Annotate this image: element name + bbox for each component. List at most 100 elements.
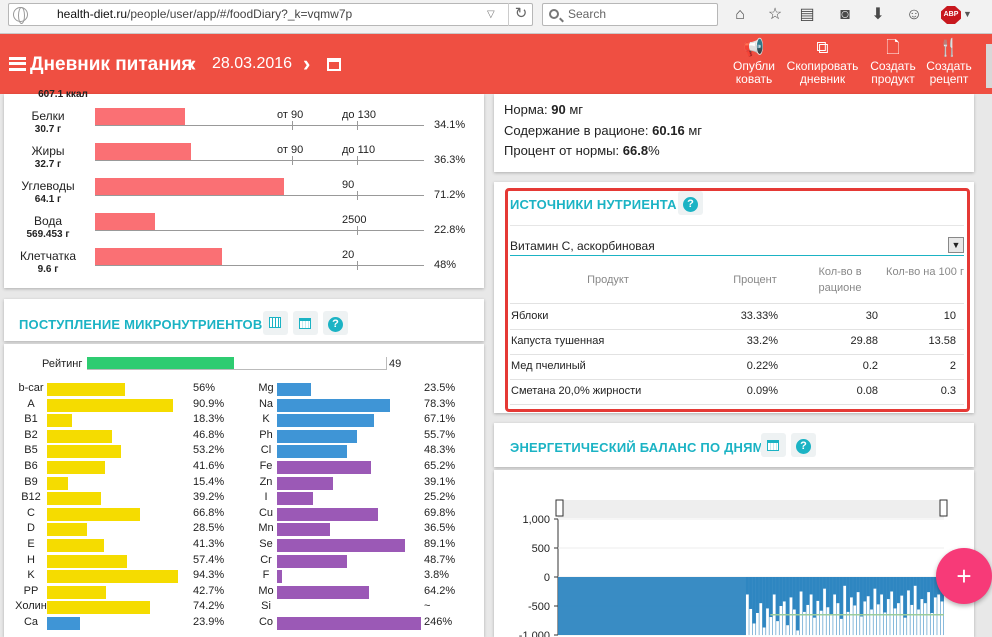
macro-label: Углеводы 64.1 г bbox=[9, 180, 87, 206]
calendar-icon bbox=[767, 440, 779, 451]
bar-gap bbox=[873, 588, 877, 637]
help-button[interactable]: ? bbox=[678, 191, 703, 215]
url-dropdown-icon[interactable]: ▽ bbox=[487, 9, 495, 20]
table-view-button[interactable] bbox=[263, 311, 288, 335]
nutrient-select-value: Витамин С, аскорбиновая bbox=[510, 239, 655, 253]
bar-gap bbox=[900, 595, 904, 637]
macro-tick bbox=[292, 121, 293, 130]
bar-gap bbox=[920, 599, 924, 637]
chevron-down-icon[interactable]: ▼ bbox=[948, 237, 964, 253]
bar-gap bbox=[853, 605, 857, 637]
vitamin-bar bbox=[47, 461, 105, 474]
address-bar[interactable]: health-diet.ru/people/user/app/#/foodDia… bbox=[8, 3, 533, 26]
bar bbox=[920, 577, 924, 600]
bookmark-star-icon[interactable]: ☆ bbox=[767, 6, 783, 23]
table-header: Продукт bbox=[587, 274, 629, 286]
nutrient-sources-panel: ИСТОЧНИКИ НУТРИЕНТА ? Витамин С, аскорби… bbox=[494, 182, 974, 413]
mineral-bar bbox=[277, 539, 405, 552]
home-icon[interactable]: ⌂ bbox=[735, 6, 745, 23]
mineral-bar bbox=[277, 445, 347, 459]
vitamin-name: b-car bbox=[18, 382, 44, 394]
mineral-bar bbox=[277, 492, 313, 506]
reading-list-icon[interactable]: ▤ bbox=[799, 6, 815, 23]
bar bbox=[776, 577, 779, 622]
bar bbox=[907, 577, 910, 591]
bar bbox=[900, 577, 903, 596]
adblock-icon[interactable]: ABP bbox=[941, 6, 961, 24]
mineral-bar bbox=[277, 570, 282, 584]
y-tick-label: 500 bbox=[532, 543, 550, 555]
smiley-icon[interactable]: ☺ bbox=[905, 6, 923, 23]
bar bbox=[866, 577, 870, 597]
menu-icon[interactable] bbox=[9, 57, 26, 71]
mineral-name: Co bbox=[258, 616, 274, 628]
help-button[interactable]: ? bbox=[791, 433, 816, 457]
bar bbox=[769, 577, 773, 618]
chevron-left-icon[interactable]: ‹ bbox=[189, 51, 197, 76]
range-handle-right[interactable] bbox=[939, 499, 948, 517]
bar-gap bbox=[913, 585, 917, 637]
search-input[interactable]: Search bbox=[542, 3, 718, 26]
adblock-dropdown-icon[interactable]: ▼ bbox=[963, 9, 972, 19]
calories-label: 607.1 ккал bbox=[38, 89, 88, 99]
url-text: health-diet.ru/people/user/app/#/foodDia… bbox=[57, 7, 353, 21]
vitamin-percent: 18.3% bbox=[193, 413, 225, 426]
bar bbox=[786, 577, 789, 626]
scrollbar[interactable] bbox=[986, 44, 992, 88]
create-recipe-button[interactable]: 🍴 Создать рецепт bbox=[920, 36, 978, 86]
chevron-right-icon[interactable]: › bbox=[303, 51, 311, 76]
bar-gap bbox=[860, 616, 863, 637]
create-product-button[interactable]: 🗋 Создать продукт bbox=[864, 36, 922, 86]
bar bbox=[823, 577, 826, 589]
reload-icon[interactable]: ↻ bbox=[508, 3, 533, 26]
bar-gap bbox=[933, 597, 937, 637]
diary-date[interactable]: 28.03.2016 bbox=[212, 55, 293, 72]
bar bbox=[816, 577, 820, 601]
bar-gap bbox=[829, 614, 833, 637]
vitamin-bar bbox=[47, 492, 101, 506]
macro-tick bbox=[357, 191, 358, 200]
bar-gap bbox=[910, 604, 914, 637]
energy-header: ЭНЕРГЕТИЧЕСКИЙ БАЛАНС ПО ДНЯМ ? bbox=[494, 423, 974, 467]
vitamin-percent: 23.9% bbox=[193, 616, 225, 628]
macro-tick bbox=[357, 226, 358, 235]
table-cell: 10 bbox=[943, 310, 956, 322]
mineral-bar bbox=[277, 554, 347, 568]
pocket-icon[interactable]: ◙ bbox=[840, 6, 850, 23]
bar bbox=[819, 577, 823, 611]
nutrient-select[interactable]: Витамин С, аскорбиновая ▼ bbox=[510, 236, 964, 256]
publish-button[interactable]: 📢 Опубли ковать bbox=[725, 36, 783, 86]
range-handle-left[interactable] bbox=[555, 499, 564, 517]
browser-toolbar: health-diet.ru/people/user/app/#/foodDia… bbox=[0, 0, 992, 34]
macro-tick bbox=[292, 156, 293, 165]
energy-chart-panel: 1,000 500 0 -500 -1,000 bbox=[494, 470, 974, 637]
bar-gap bbox=[759, 603, 763, 637]
bar bbox=[863, 577, 866, 602]
calendar-icon bbox=[299, 318, 311, 329]
macro-amount: 32.7 г bbox=[34, 159, 62, 170]
calendar-button[interactable] bbox=[293, 311, 318, 335]
vitamin-name: B2 bbox=[24, 428, 38, 441]
bar bbox=[803, 577, 806, 612]
bar-gap bbox=[796, 630, 800, 637]
bar-gap bbox=[816, 600, 820, 637]
bar bbox=[839, 577, 843, 619]
copy-diary-button[interactable]: ⧉ Скопировать дневник bbox=[786, 38, 859, 86]
bar-gap bbox=[786, 625, 789, 637]
vitamin-name: B9 bbox=[24, 475, 38, 488]
bar-gap bbox=[850, 597, 853, 637]
download-icon[interactable]: ⬇ bbox=[871, 6, 885, 23]
bar bbox=[927, 577, 930, 593]
vitamin-name: B5 bbox=[24, 444, 38, 457]
add-button[interactable]: + bbox=[936, 548, 992, 604]
table-cell: 0.2 bbox=[862, 360, 878, 372]
mineral-percent: 78.3% bbox=[424, 397, 456, 410]
help-button[interactable]: ? bbox=[323, 311, 348, 335]
bar bbox=[853, 577, 856, 606]
mineral-name: Mg bbox=[258, 382, 274, 394]
calendar-icon[interactable] bbox=[327, 58, 341, 71]
bar-gap bbox=[897, 603, 900, 637]
bar-gap bbox=[826, 607, 830, 637]
calendar-button[interactable] bbox=[761, 433, 786, 457]
mineral-percent: 246% bbox=[424, 616, 453, 628]
